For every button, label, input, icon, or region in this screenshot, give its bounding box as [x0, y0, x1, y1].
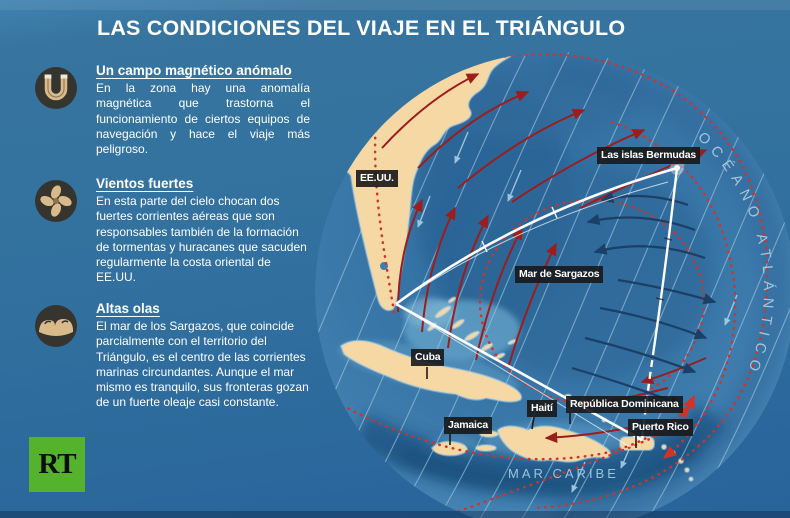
- map-label-cuba: Cuba: [411, 349, 445, 366]
- top-accent-band: [0, 0, 790, 10]
- rt-logo: RT: [29, 437, 85, 492]
- map-label-jamaica: Jamaica: [444, 417, 493, 434]
- bermuda-triangle-outline: [395, 166, 679, 448]
- section-body: El mar de los Sargazos, que coincide par…: [96, 319, 309, 410]
- horseshoe-magnet-icon: [35, 67, 77, 109]
- map-label-haiti: Haití: [527, 400, 557, 417]
- cuba-island: [339, 339, 523, 403]
- map-label-eeuu: EE.UU.: [356, 170, 398, 187]
- label-pointer-lines: [426, 367, 637, 448]
- sea-label-mar-caribe: MAR CARIBE: [508, 466, 619, 481]
- section-heading: Vientos fuertes: [96, 176, 194, 191]
- map-globe: OCÉANO ATLÁNTICO: [315, 52, 790, 518]
- section-heading: Altas olas: [96, 301, 160, 316]
- sargasso-gyre-arrows: [571, 191, 717, 407]
- map-label-bermudas: Las islas Bermudas: [597, 147, 701, 164]
- section-body: En esta parte del cielo chocan dos fuert…: [96, 194, 307, 285]
- section-heading: Un campo magnético anómalo: [96, 63, 292, 78]
- bermuda-vertex-marker: [670, 161, 684, 175]
- page-title: LAS CONDICIONES DEL VIAJE EN EL TRIÁNGUL…: [97, 16, 626, 40]
- section-body: En la zona hay una anomalía magnética qu…: [96, 81, 310, 157]
- propeller-icon: [35, 180, 77, 222]
- bottom-accent-band: [0, 511, 790, 518]
- wave-icon: [35, 305, 77, 347]
- map-label-sargazos: Mar de Sargazos: [515, 266, 604, 283]
- map-label-dominicana: República Dominicana: [566, 396, 683, 413]
- map-label-puerto-rico: Puerto Rico: [628, 419, 693, 436]
